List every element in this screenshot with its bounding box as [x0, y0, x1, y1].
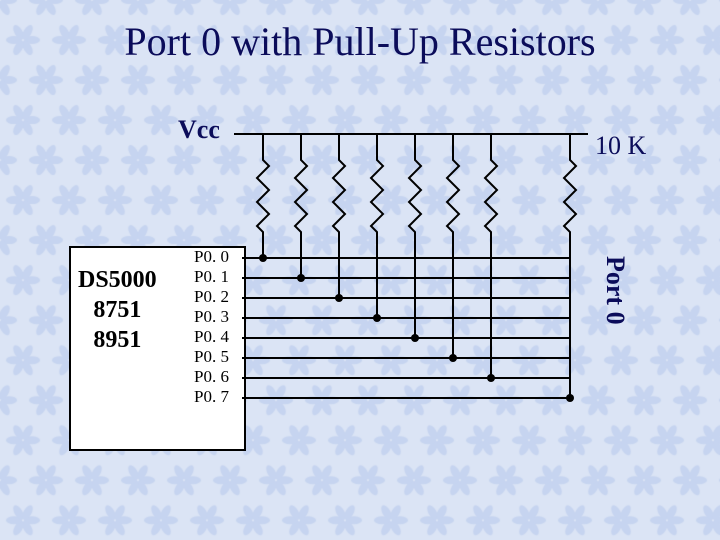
- schematic-overlay: [0, 0, 720, 540]
